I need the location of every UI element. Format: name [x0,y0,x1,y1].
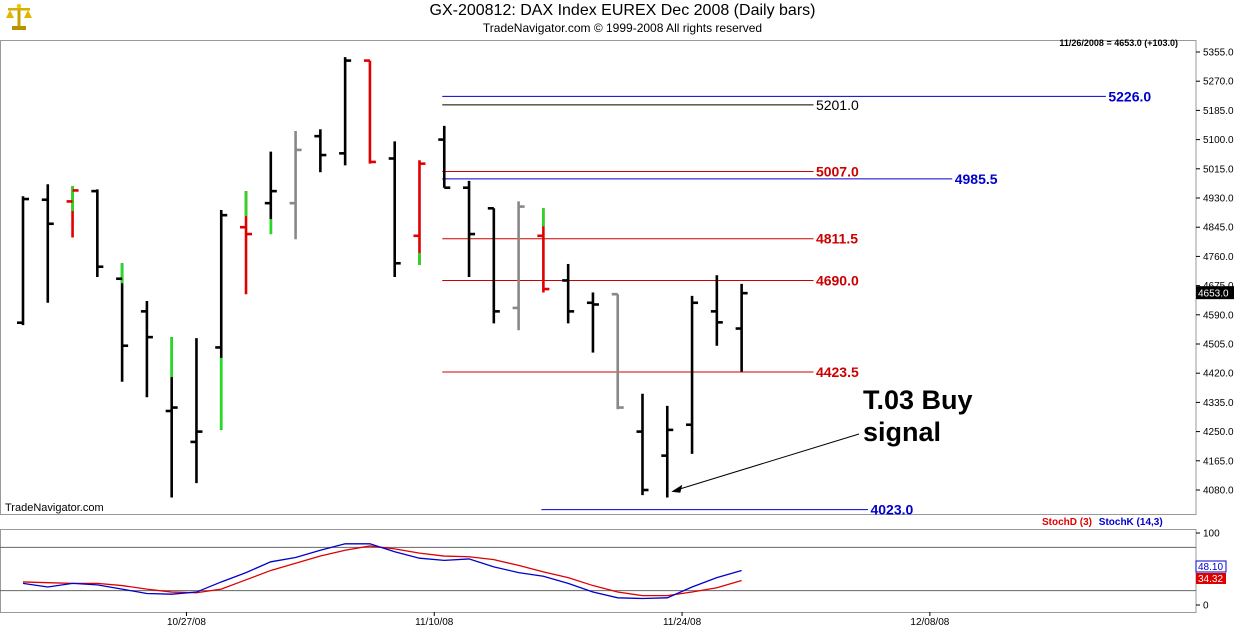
stoch-d-value-box [1196,573,1226,584]
stochastic-legend: StochD (3) StochK (14,3) [1042,517,1167,528]
price-bars [17,57,748,498]
ohlc-bar [636,393,649,496]
ohlc-bar [41,184,54,303]
date-axis: 10/27/08 11/10/08 11/24/08 12/08/08 [167,612,950,628]
y-tick-label: 5015.0 [1203,164,1234,175]
x-tick-label: 12/08/08 [910,617,949,628]
arrow-shaft [677,433,860,491]
stoch-k-value: 48.10 [1198,562,1223,573]
ohlc-bar [438,125,451,189]
last-price-label: 4653.0 [1198,289,1229,300]
x-tick-label: 11/24/08 [663,617,702,628]
ohlc-bar [91,189,104,278]
ohlc-bar [339,57,352,166]
level-label: 4023.0 [870,502,913,518]
oscillator-panel-frame [0,529,1197,613]
ohlc-bar [264,151,277,235]
ohlc-bar [562,263,575,324]
ohlc-bar [116,263,129,382]
ohlc-bar [661,405,674,498]
ohlc-bar [165,337,178,498]
y-tick-label: 5270.0 [1203,77,1234,88]
level-label: 4985.5 [955,171,998,187]
ohlc-bar [463,180,476,278]
level-label: 5007.0 [816,164,859,180]
y-tick-label: 4080.0 [1203,486,1234,497]
chart-title: GX-200812: DAX Index EUREX Dec 2008 (Dai… [429,2,816,19]
ohlc-bar [17,196,29,326]
scales-logo-icon [6,3,32,30]
price-axis: 4080.0 4165.0 4250.0 4335.0 4420.0 4505.0 4590… [1196,48,1234,497]
ohlc-bar [735,283,748,372]
annotation-arrow [671,433,860,493]
x-tick-label: 10/27/08 [167,617,206,628]
ohlc-bar [512,201,525,331]
level-label: 4811.5 [816,231,858,247]
ohlc-bar [190,338,203,484]
ohlc-bar [140,301,153,398]
price-panel-frame [0,40,1197,515]
buy-signal-annotation: T.03 Buy signal [863,385,973,447]
y-tick-label: 4590.0 [1203,310,1234,321]
level-label: 5201.0 [816,97,859,113]
y-tick-label: 4165.0 [1203,456,1234,467]
last-price-info: 11/26/2008 = 4653.0 (+103.0) [1059,38,1178,48]
stoch-d-line [22,545,742,597]
ohlc-bar [66,185,79,238]
ohlc-bar [487,207,500,324]
y-tick-label: 4250.0 [1203,427,1234,438]
chart-subtitle: TradeNavigator.com © 1999-2008 All right… [482,21,763,35]
ohlc-bar [586,292,599,353]
price-levels: 5226.0 5201.0 5007.0 4985.5 4811.5 4690.0 4423… [442,88,1151,518]
ohlc-bar [686,295,699,454]
legend-stoch-k: StochK (14,3) [1098,517,1163,528]
y-tick-label: 4760.0 [1203,252,1234,263]
ohlc-bar [240,191,253,295]
y-tick-label: 5355.0 [1203,48,1234,59]
panel-frames [0,40,1197,613]
last-price-box [1196,286,1234,300]
stoch-d-value: 34.32 [1198,574,1223,585]
y-tick-label: 4930.0 [1203,194,1234,205]
ohlc-bar [413,160,426,265]
ohlc-bar [710,275,723,346]
ohlc-bar [289,131,302,240]
y-tick-label: 4335.0 [1203,398,1234,409]
ohlc-bar [363,59,376,164]
legend-stoch-d: StochD (3) [1042,517,1092,528]
stoch-y-tick-label: 0 [1203,601,1209,612]
ohlc-bar [611,292,624,410]
y-tick-label: 5185.0 [1203,106,1234,117]
x-tick-label: 11/10/08 [415,617,454,628]
arrow-head [671,484,683,493]
ohlc-bar [215,210,228,430]
y-tick-label: 4420.0 [1203,369,1234,380]
level-label: 4690.0 [816,272,859,288]
y-tick-label: 4845.0 [1203,223,1234,234]
stoch-y-tick-label: 100 [1203,529,1220,540]
y-tick-label: 4505.0 [1203,340,1234,351]
ohlc-bar [537,208,550,293]
ohlc-bar [314,129,327,173]
stoch-k-value-box [1195,560,1227,573]
stoch-k-line [22,543,742,600]
y-tick-label: 5100.0 [1203,135,1234,146]
level-label: 5226.0 [1108,88,1151,104]
level-label: 4423.5 [816,364,859,380]
ohlc-bar [388,141,401,278]
watermark-text: TradeNavigator.com [5,502,104,514]
